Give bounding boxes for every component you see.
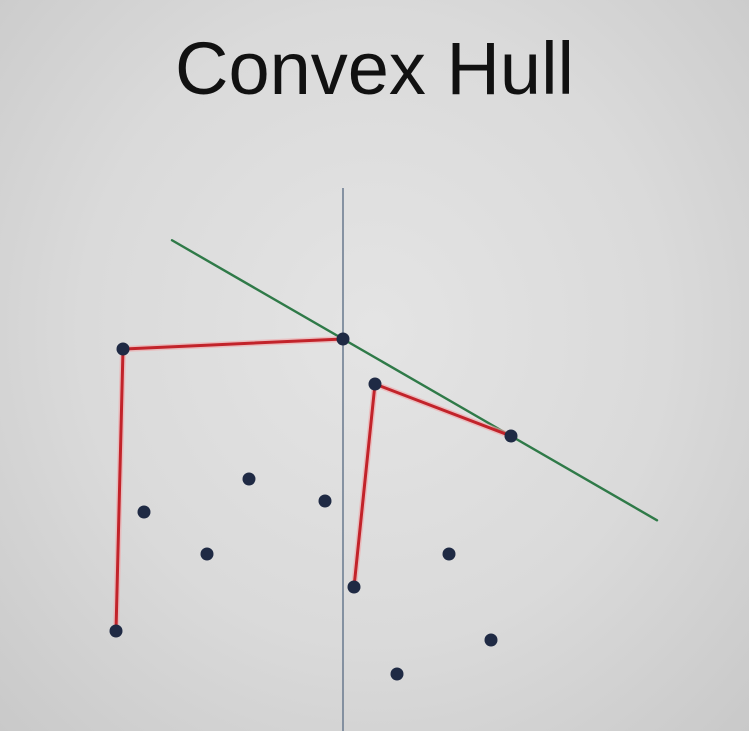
point-right xyxy=(390,667,404,681)
tangent-layer xyxy=(170,239,659,522)
hull-edge xyxy=(373,382,513,438)
point-left xyxy=(242,472,256,486)
hull-point-right xyxy=(336,332,350,346)
point-right xyxy=(442,547,456,561)
point-right xyxy=(484,633,498,647)
tangent-line xyxy=(170,239,659,522)
hull-edges-layer xyxy=(113,336,514,634)
hull-point-right xyxy=(504,429,518,443)
point-left xyxy=(318,494,332,508)
slide-title: Convex Hull xyxy=(175,27,574,110)
hull-edge xyxy=(114,347,125,633)
hull-point-right xyxy=(347,580,361,594)
point-left xyxy=(137,505,151,519)
hull-edge xyxy=(121,337,345,351)
hull-point-left xyxy=(109,624,123,638)
point-left xyxy=(200,547,214,561)
hull-point-left xyxy=(116,342,130,356)
hull-edge xyxy=(352,382,377,589)
hull-point-right xyxy=(368,377,382,391)
points-layer xyxy=(109,332,518,681)
